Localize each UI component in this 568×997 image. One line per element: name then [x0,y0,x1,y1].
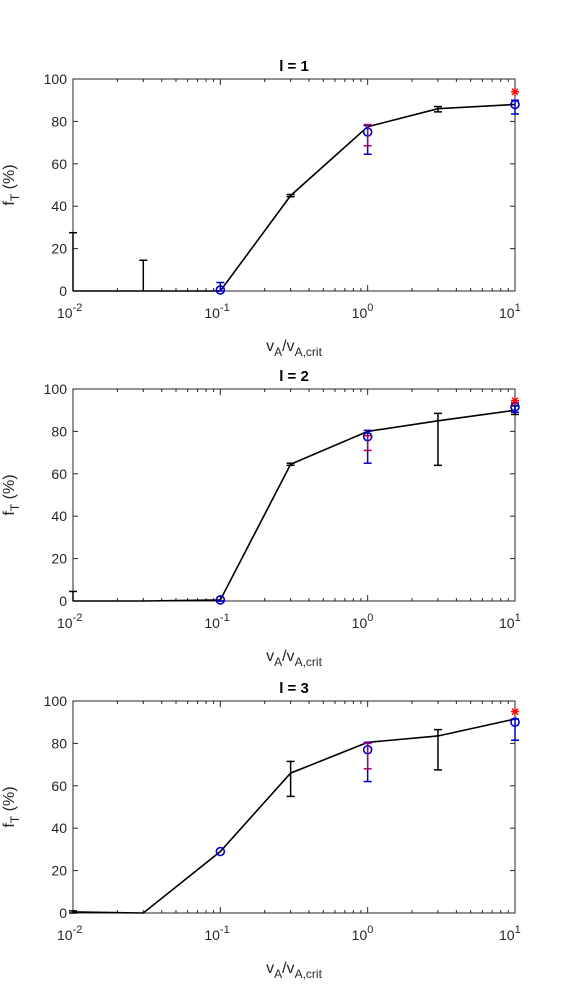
x-axis-label: vA/vA,crit [266,338,322,359]
y-tick-label: 20 [51,241,67,257]
data-point-circle [510,717,520,728]
x-tick-label: 100 [352,302,374,321]
x-tick-label: 10-2 [57,612,82,631]
y-axis-label: fT (%) [1,164,22,205]
x-tick-label: 100 [352,924,374,943]
data-point-asterisk [511,707,519,716]
y-tick-label: 40 [51,198,67,214]
series-line [73,409,516,602]
axes-box [72,388,516,602]
y-tick-label: 0 [59,905,67,921]
axes-box [72,700,516,914]
y-tick-label: 100 [44,381,68,397]
series-2 [215,717,520,857]
y-tick-label: 20 [51,863,67,879]
x-tick-label: 10-2 [57,924,82,943]
chart-panel-2: 0 20 40 60 80 100 10-2 10-1 100 101 l = 2 vA/vA,cri… [1,368,521,669]
chart-panel-1: 0 20 40 60 80 100 10-2 10-1 100 101 l = 1 vA/vA,cri… [1,58,521,359]
y-tick-label: 60 [51,156,67,172]
asterisk-stroke [511,397,519,405]
series-3 [363,123,372,147]
data-point-circle [215,595,226,605]
series-3 [363,434,372,452]
chart-title: l = 1 [279,58,309,75]
axes-box [72,78,516,292]
y-tick-label: 40 [51,820,67,836]
series-line [73,103,516,292]
y-tick-label: 20 [51,551,67,567]
y-tick-label: 80 [51,423,67,439]
asterisk-stroke [511,88,519,96]
y-tick-label: 0 [59,283,67,299]
x-axis-label: vA/vA,crit [266,648,322,669]
chart-title: l = 2 [279,368,309,385]
x-tick-label: 10-1 [204,612,229,631]
chart-panel-3: 0 20 40 60 80 100 10-2 10-1 100 101 l = 3 vA/vA,cri… [1,680,521,981]
series-4 [511,707,519,716]
data-point-circle [215,846,226,857]
asterisk-stroke [511,708,519,716]
x-tick-label: 100 [352,612,374,631]
y-tick-label: 80 [51,113,67,129]
y-tick-label: 40 [51,508,67,524]
series-3 [363,742,372,770]
x-tick-label: 10-2 [57,302,82,321]
x-tick-label: 101 [499,924,521,943]
x-tick-label: 10-1 [204,302,229,321]
chart-title: l = 3 [279,680,309,697]
data-point-asterisk [511,87,519,96]
y-tick-label: 80 [51,735,67,751]
data-point-circle [215,285,226,295]
y-tick-label: 60 [51,778,67,794]
data-point-circle [510,99,520,110]
series-4 [511,396,519,405]
series-line [72,718,516,914]
y-tick-label: 100 [44,71,68,87]
data-point-asterisk [511,396,519,405]
x-tick-label: 101 [499,302,521,321]
series-4 [511,87,519,96]
series-2 [215,402,520,605]
x-axis-label: vA/vA,crit [266,960,322,981]
y-tick-label: 60 [51,466,67,482]
y-axis-label: fT (%) [1,474,22,515]
series-1 [69,405,519,602]
series-1 [69,718,516,914]
x-tick-label: 101 [499,612,521,631]
x-tick-label: 10-1 [204,924,229,943]
y-tick-label: 100 [44,693,68,709]
y-tick-label: 0 [59,593,67,609]
y-axis-label: fT (%) [1,786,22,827]
series-1 [69,103,516,292]
